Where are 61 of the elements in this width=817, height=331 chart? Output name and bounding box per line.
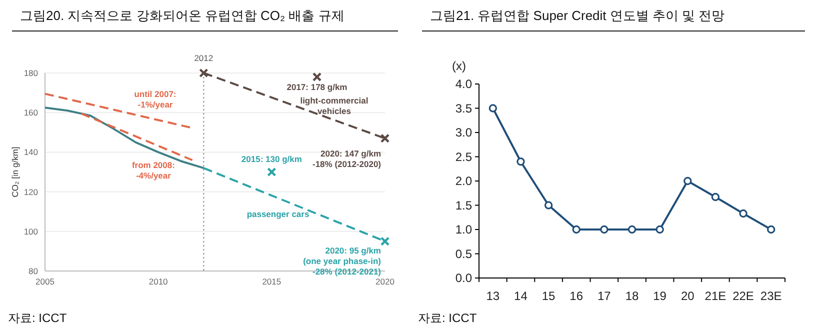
x-tick-label: 23E [760,289,782,303]
chart-title: 그림21. 유럽연합 Super Credit 연도별 추이 및 전망 [430,8,725,23]
point [711,192,720,202]
x-tick-label: 17 [598,289,612,303]
x-tick-label: 2015 [262,276,282,286]
x-tick-label: 21E [704,289,726,303]
y-tick-label: 0.5 [455,246,472,261]
y-tick-label: 80 [28,266,38,276]
ref-line-label: 2012 [194,53,214,63]
point [312,72,322,82]
point [656,225,664,234]
text: 자료: ICCT [418,311,478,325]
y-tick-label: 120 [24,186,38,197]
point [684,176,692,186]
series-label: light-commercial vehicles [300,96,368,116]
text: 자료: ICCT [8,311,68,325]
x-tick-label: 22E [732,289,754,303]
x-tick-label: 2020 [376,276,395,286]
point [766,225,776,234]
y-tick-label: 140 [24,147,38,158]
point [544,201,553,210]
point [267,167,276,177]
point [739,209,748,218]
chart-title: 그림20. 지속적으로 강화되어온 유럽연합 CO₂ 배출 규제 [20,8,344,23]
x-tick-label: 14 [514,289,528,303]
point [572,225,580,234]
annotation: 2020: 95 g/km (one year phase-in) -28% (2012-2021) [303,245,382,276]
x-tick-label: 2005 [36,276,55,286]
point [600,225,608,234]
x-tick-label: 19 [653,289,667,303]
y-tick-label: 180 [24,68,38,78]
y-tick-label: 160 [24,108,38,118]
y-tick-label: 1.5 [455,198,472,212]
y-tick-label: 4.0 [455,77,472,92]
y-axis-title: (x) [452,59,466,73]
series-label: passenger cars [246,209,310,220]
annotation: 2015: 130 g/km [241,154,302,164]
y-tick-label: 2.5 [455,150,472,164]
point [516,158,525,166]
x-tick-label: 2010 [148,276,168,286]
x-tick-label: 18 [625,289,639,303]
series-label: until 2007: -1%/year [134,88,176,110]
y-tick-label: 100 [24,226,38,236]
y-tick-label: 1.0 [455,222,472,237]
series-label: from 2008: -4%/year [132,160,176,180]
y-axis-title: CO₂ [in g/km] [10,146,20,198]
y-tick-label: 3.5 [455,101,472,116]
x-tick-label: 20 [680,289,695,303]
point [628,225,636,234]
annotation: 2020: 147 g/km -18% (2012-2020) [312,148,382,169]
y-tick-label: 3.0 [455,126,472,140]
y-tick-label: 2.0 [455,174,472,188]
annotation: 2017: 178 g/km [286,82,348,92]
y-tick-label: 0.0 [455,271,472,286]
point [488,104,498,112]
x-tick-label: 13 [486,289,500,303]
x-tick-label: 15 [542,289,556,303]
point [199,68,208,78]
point [380,236,390,246]
point [380,134,390,143]
x-tick-label: 16 [570,289,584,303]
